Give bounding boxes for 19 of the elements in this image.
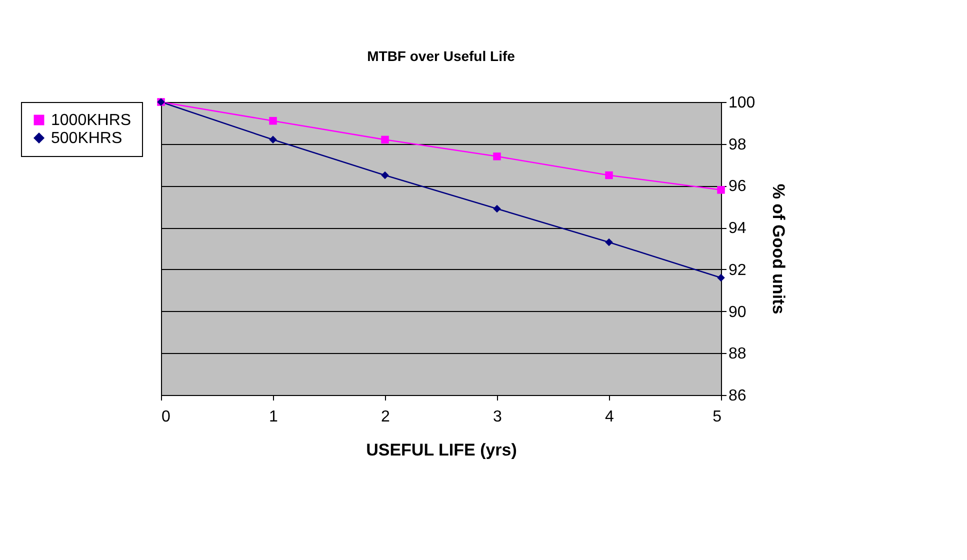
x-tick-label: 3 <box>493 408 502 426</box>
x-tick-label: 0 <box>162 408 170 426</box>
y-tick-label: 90 <box>728 304 746 321</box>
y-tick-label: 88 <box>728 346 746 363</box>
y-tick-label: 100 <box>728 94 756 112</box>
x-tick-label: 4 <box>605 408 614 426</box>
y-tick-label: 92 <box>728 262 746 279</box>
y-axis-title: % of Good units <box>769 184 788 314</box>
legend-label: 500KHRS <box>51 130 122 147</box>
y-tick-label: 94 <box>728 220 746 238</box>
x-axis-title: USEFUL LIFE (yrs) <box>366 440 517 460</box>
x-tick-label: 1 <box>269 408 278 426</box>
x-tick-label: 5 <box>712 408 722 426</box>
chart-title: MTBF over Useful Life <box>367 48 516 64</box>
x-tick-label: 2 <box>381 408 390 426</box>
legend-label: 1000KHRS <box>51 112 132 129</box>
y-tick-label: 86 <box>728 388 746 404</box>
y-tick-label: 98 <box>728 136 746 154</box>
y-tick-label: 96 <box>728 178 746 196</box>
